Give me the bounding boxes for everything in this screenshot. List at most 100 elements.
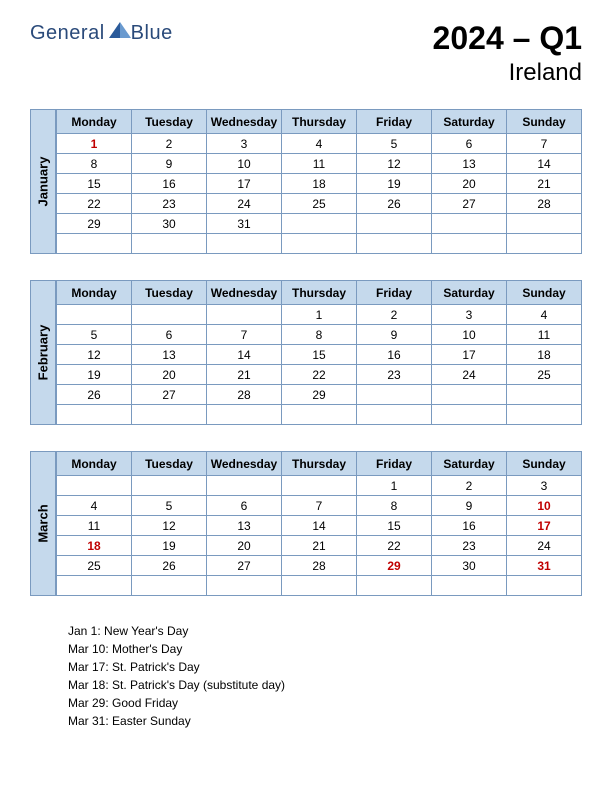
calendar-cell — [57, 305, 132, 325]
day-header: Thursday — [282, 110, 357, 134]
calendar-cell — [207, 405, 282, 425]
calendar-row: 15161718192021 — [57, 174, 582, 194]
day-header: Saturday — [432, 281, 507, 305]
calendars-container: JanuaryMondayTuesdayWednesdayThursdayFri… — [30, 109, 582, 596]
day-header: Monday — [57, 452, 132, 476]
calendar-cell — [432, 405, 507, 425]
calendar-cell — [132, 576, 207, 596]
calendar-cell — [57, 405, 132, 425]
calendar-cell: 15 — [357, 516, 432, 536]
day-header: Friday — [357, 281, 432, 305]
calendar-cell: 2 — [357, 305, 432, 325]
title-block: 2024 – Q1 Ireland — [433, 20, 582, 87]
calendar-cell: 6 — [132, 325, 207, 345]
calendar-cell: 22 — [57, 194, 132, 214]
calendar-cell — [507, 214, 582, 234]
calendar-table: MondayTuesdayWednesdayThursdayFridaySatu… — [56, 280, 582, 425]
day-header: Wednesday — [207, 110, 282, 134]
day-header: Wednesday — [207, 452, 282, 476]
calendar-cell: 12 — [357, 154, 432, 174]
calendar-cell: 9 — [432, 496, 507, 516]
calendar-cell: 6 — [432, 134, 507, 154]
header: General Blue 2024 – Q1 Ireland — [30, 20, 582, 87]
calendar-cell: 9 — [132, 154, 207, 174]
calendar-february: February MondayTuesdayWednesdayThursdayFr… — [30, 280, 582, 425]
calendar-cell: 26 — [132, 556, 207, 576]
month-name: February — [36, 325, 51, 381]
day-header: Sunday — [507, 452, 582, 476]
calendar-cell: 25 — [507, 365, 582, 385]
calendar-cell: 7 — [507, 134, 582, 154]
calendar-cell: 6 — [207, 496, 282, 516]
holiday-item: Mar 18: St. Patrick's Day (substitute da… — [68, 676, 582, 694]
calendar-cell: 21 — [507, 174, 582, 194]
logo: General Blue — [30, 20, 173, 46]
calendar-cell — [357, 405, 432, 425]
calendar-cell — [282, 476, 357, 496]
day-header: Friday — [357, 452, 432, 476]
calendar-cell: 12 — [57, 345, 132, 365]
calendar-cell: 10 — [507, 496, 582, 516]
calendar-cell: 19 — [357, 174, 432, 194]
calendar-cell: 17 — [432, 345, 507, 365]
calendar-cell: 30 — [432, 556, 507, 576]
calendar-cell: 29 — [57, 214, 132, 234]
calendar-row: 26272829 — [57, 385, 582, 405]
calendar-cell: 13 — [207, 516, 282, 536]
calendar-cell: 2 — [132, 134, 207, 154]
calendar-cell: 19 — [132, 536, 207, 556]
calendar-row: 25262728293031 — [57, 556, 582, 576]
calendar-cell: 11 — [282, 154, 357, 174]
calendar-cell: 28 — [282, 556, 357, 576]
calendar-cell — [282, 405, 357, 425]
calendar-cell — [282, 214, 357, 234]
month-label: February — [30, 280, 56, 425]
title-main: 2024 – Q1 — [433, 20, 582, 57]
day-header: Monday — [57, 281, 132, 305]
calendar-cell: 1 — [282, 305, 357, 325]
calendar-cell: 8 — [57, 154, 132, 174]
calendar-cell: 20 — [432, 174, 507, 194]
day-header: Thursday — [282, 281, 357, 305]
calendar-cell: 24 — [207, 194, 282, 214]
calendar-cell: 23 — [432, 536, 507, 556]
calendar-row: 1234567 — [57, 134, 582, 154]
calendar-cell: 27 — [432, 194, 507, 214]
calendar-cell: 9 — [357, 325, 432, 345]
calendar-row: 22232425262728 — [57, 194, 582, 214]
calendar-cell — [507, 385, 582, 405]
calendar-table: MondayTuesdayWednesdayThursdayFridaySatu… — [56, 451, 582, 596]
calendar-row: 18192021222324 — [57, 536, 582, 556]
calendar-cell: 15 — [282, 345, 357, 365]
calendar-cell: 8 — [357, 496, 432, 516]
day-header: Tuesday — [132, 452, 207, 476]
calendar-cell: 10 — [432, 325, 507, 345]
calendar-cell: 29 — [357, 556, 432, 576]
calendar-cell: 13 — [432, 154, 507, 174]
calendar-cell: 16 — [357, 345, 432, 365]
calendar-cell — [357, 214, 432, 234]
calendar-cell: 16 — [432, 516, 507, 536]
logo-text-2: Blue — [131, 22, 173, 45]
calendar-cell — [57, 476, 132, 496]
calendar-cell: 18 — [282, 174, 357, 194]
calendar-row: 891011121314 — [57, 154, 582, 174]
calendar-cell: 30 — [132, 214, 207, 234]
calendar-cell: 5 — [357, 134, 432, 154]
month-label: January — [30, 109, 56, 254]
calendar-cell — [282, 576, 357, 596]
calendar-row: 293031 — [57, 214, 582, 234]
title-sub: Ireland — [433, 59, 582, 87]
calendar-cell — [207, 476, 282, 496]
holiday-item: Jan 1: New Year's Day — [68, 622, 582, 640]
calendar-row: 45678910 — [57, 496, 582, 516]
calendar-cell — [507, 576, 582, 596]
day-header: Monday — [57, 110, 132, 134]
calendar-cell: 1 — [57, 134, 132, 154]
calendar-january: JanuaryMondayTuesdayWednesdayThursdayFri… — [30, 109, 582, 254]
calendar-cell: 21 — [282, 536, 357, 556]
calendar-cell — [207, 305, 282, 325]
calendar-cell: 16 — [132, 174, 207, 194]
calendar-cell: 7 — [282, 496, 357, 516]
calendar-row: 123 — [57, 476, 582, 496]
